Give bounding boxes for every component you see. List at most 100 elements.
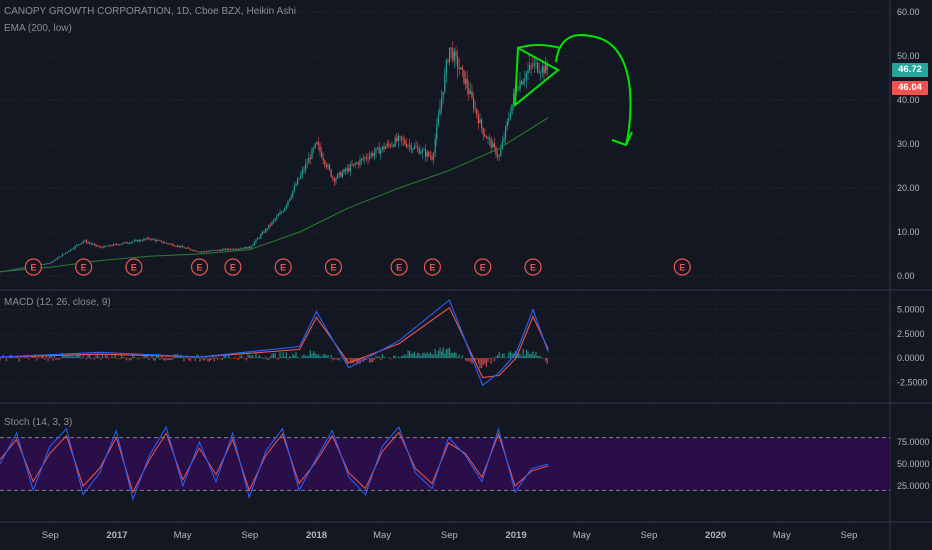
macd-histogram-bar — [370, 358, 372, 363]
stoch-tick-label: 25.0000 — [897, 481, 930, 491]
macd-histogram-bar — [468, 358, 470, 361]
candle-body — [258, 237, 260, 239]
candle-body — [260, 234, 262, 238]
earnings-marker — [125, 258, 143, 276]
macd-histogram-bar — [145, 356, 147, 359]
time-tick-label: May — [174, 530, 192, 541]
macd-histogram-bar — [349, 358, 351, 363]
candle-body — [213, 250, 215, 251]
macd-histogram-bar — [505, 357, 507, 359]
candle-body — [405, 143, 407, 147]
macd-histogram-bar — [493, 358, 495, 362]
macd-histogram-bar — [476, 358, 478, 360]
macd-histogram-bar — [133, 356, 135, 359]
macd-histogram-bar — [444, 353, 446, 359]
macd-histogram-bar — [76, 353, 78, 359]
candle-body — [199, 251, 201, 253]
candle-body — [165, 242, 167, 244]
candle-body — [252, 244, 254, 247]
candle-body — [317, 142, 319, 146]
candle-body — [388, 143, 390, 145]
candle-body — [127, 243, 129, 244]
candle-body — [281, 211, 283, 213]
macd-histogram-bar — [417, 352, 419, 359]
macd-histogram-bar — [301, 355, 303, 359]
macd-histogram-bar — [63, 355, 65, 359]
candle-body — [471, 91, 473, 98]
candle-body — [329, 165, 331, 170]
macd-histogram-bar — [271, 353, 273, 359]
candle-body — [540, 72, 542, 74]
macd-histogram-bar — [268, 358, 270, 360]
macd-histogram-bar — [125, 358, 127, 361]
candle-body — [60, 256, 62, 258]
macd-histogram-bar — [50, 355, 52, 359]
candle-body — [159, 240, 161, 242]
macd-histogram-bar — [167, 358, 169, 361]
candle-body — [503, 137, 505, 142]
time-tick-label: Sep — [241, 530, 258, 541]
macd-histogram-bar — [500, 357, 502, 359]
price-tick-label: 10.00 — [897, 227, 920, 237]
candle-body — [348, 168, 350, 172]
macd-histogram-bar — [234, 357, 236, 359]
macd-histogram-bar — [130, 358, 132, 361]
candle-body — [41, 264, 43, 265]
candle-body — [401, 136, 403, 140]
candle-body — [410, 145, 412, 150]
candle-body — [180, 246, 182, 248]
candle-body — [105, 245, 107, 247]
macd-histogram-bar — [532, 351, 534, 359]
candle-body — [316, 142, 318, 144]
candle-body — [372, 153, 374, 156]
macd-histogram-bar — [293, 355, 295, 359]
candle-body — [177, 245, 179, 247]
macd-histogram-bar — [164, 358, 166, 361]
macd-histogram-bar — [257, 357, 259, 359]
candle-body — [269, 224, 271, 226]
macd-histogram-bar — [506, 357, 508, 359]
macd-histogram-bar — [399, 356, 401, 359]
macd-histogram-bar — [546, 358, 548, 365]
macd-histogram-bar — [420, 356, 422, 359]
macd-histogram-bar — [537, 355, 539, 359]
macd-histogram-bar — [81, 358, 83, 359]
macd-histogram-bar — [111, 355, 113, 359]
candle-body — [373, 152, 375, 156]
macd-histogram-bar — [442, 347, 444, 359]
candle-body — [193, 250, 195, 251]
candle-body — [457, 56, 459, 68]
macd-histogram-bar — [383, 356, 385, 359]
candle-body — [357, 162, 359, 165]
macd-histogram-bar — [450, 352, 452, 359]
candle-body — [490, 139, 492, 148]
macd-histogram-bar — [261, 357, 263, 359]
candle-body — [89, 242, 91, 244]
candle-body — [108, 245, 110, 247]
earnings-label: E — [280, 263, 286, 273]
candle-body — [12, 269, 14, 271]
macd-histogram-bar — [100, 358, 102, 360]
macd-histogram-bar — [441, 351, 443, 359]
macd-histogram-bar — [218, 357, 220, 359]
macd-histogram-bar — [154, 358, 156, 361]
macd-histogram-bar — [42, 355, 44, 359]
macd-histogram-bar — [41, 356, 43, 359]
macd-histogram-bar — [313, 351, 315, 359]
macd-histogram-bar — [412, 353, 414, 359]
candle-body — [215, 250, 217, 251]
price-tick-label: 0.00 — [897, 271, 915, 281]
candle-body — [434, 139, 436, 154]
candle-body — [337, 174, 339, 179]
candle-body — [437, 115, 439, 125]
candle-body — [265, 228, 267, 233]
macd-histogram-bar — [404, 354, 406, 359]
macd-histogram-bar — [37, 355, 39, 359]
macd-histogram-bar — [525, 349, 527, 359]
macd-histogram-bar — [369, 358, 371, 363]
macd-histogram-bar — [524, 355, 526, 359]
macd-histogram-bar — [425, 353, 427, 359]
candle-body — [487, 137, 489, 139]
macd-histogram-bar — [98, 356, 100, 359]
